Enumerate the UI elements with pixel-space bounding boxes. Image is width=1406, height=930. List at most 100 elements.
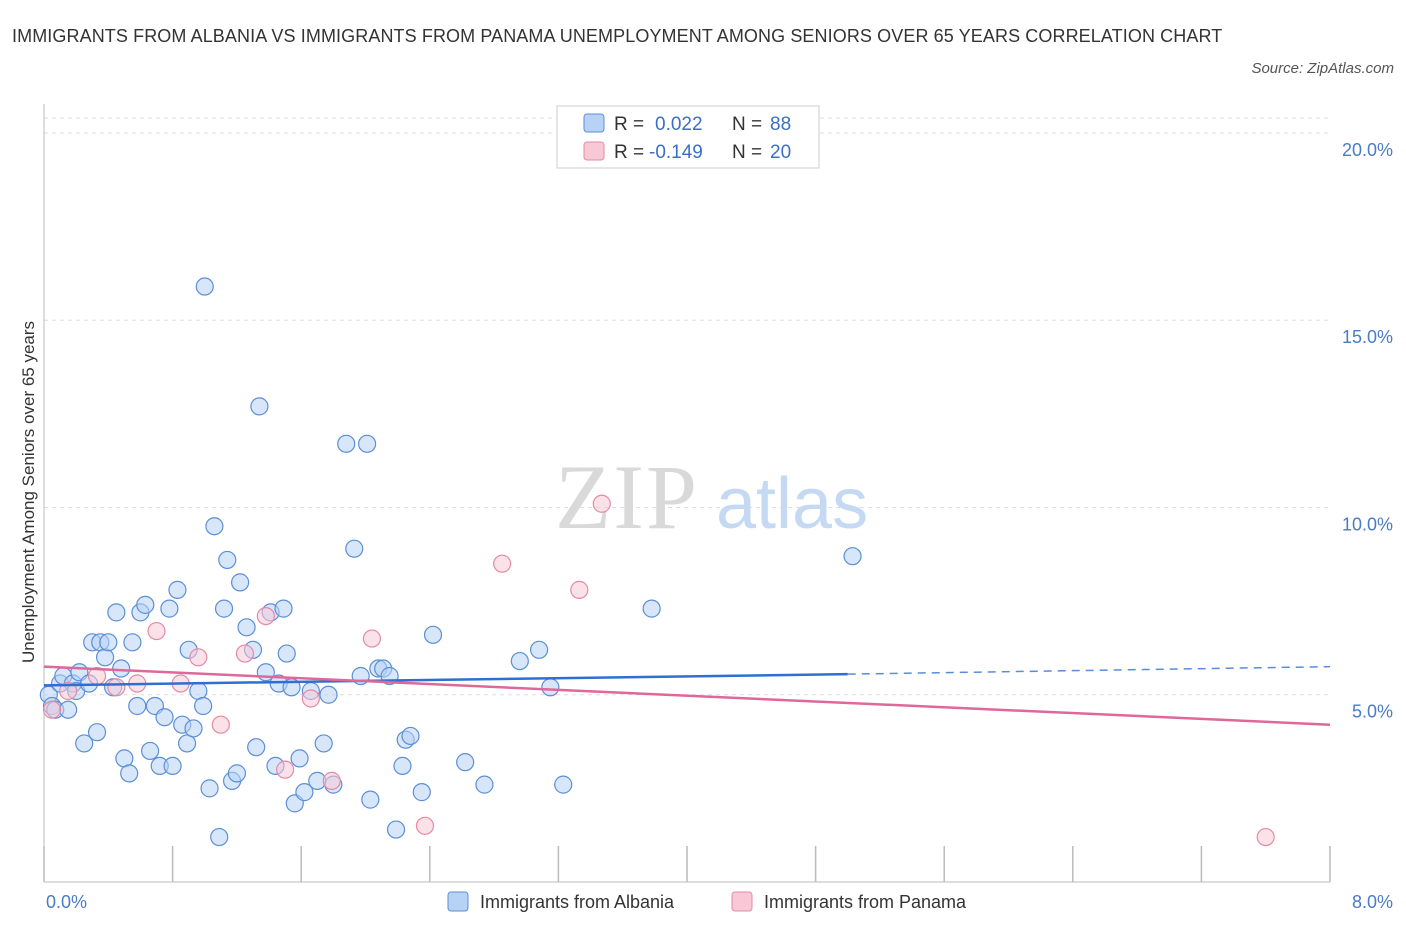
albania-point-77: [401, 726, 420, 746]
panama-point-12: [301, 689, 320, 708]
albania-point-12: [87, 723, 107, 742]
albania-point-66: [337, 434, 356, 453]
panama-point-8: [211, 715, 230, 734]
y-tick-label-2: 15.0%: [1342, 327, 1393, 347]
albania-points: [39, 277, 862, 847]
panama-point-16: [493, 554, 512, 573]
panama-point-3: [107, 678, 126, 697]
albania-point-60: [295, 783, 314, 802]
albania-point-49: [247, 738, 266, 757]
albania-point-30: [163, 756, 182, 776]
albania-point-15: [99, 633, 118, 652]
albania-point-82: [510, 651, 529, 671]
trend-lines: [43, 665, 1331, 726]
legend-r-value-panama: -0.149: [649, 142, 703, 163]
albania-point-20: [120, 764, 139, 783]
albania-point-9: [75, 734, 94, 753]
series-legend-label-albania: Immigrants from Albania: [480, 892, 675, 912]
albania-point-56: [277, 644, 296, 663]
legend-n-label-panama: N =: [732, 142, 762, 163]
albania-point-38: [195, 277, 214, 296]
albania-point-21: [123, 633, 142, 652]
albania-point-64: [319, 685, 338, 704]
albania-point-50: [250, 397, 269, 416]
y-tick-label-1: 10.0%: [1342, 514, 1393, 534]
chart-title: IMMIGRANTS FROM ALBANIA VS IMMIGRANTS FR…: [12, 26, 1223, 46]
albania-point-18: [112, 659, 131, 678]
albania-point-37: [194, 696, 213, 716]
albania-point-43: [218, 550, 237, 570]
y-tick-label-3: 20.0%: [1342, 140, 1393, 160]
panama-point-19: [1256, 827, 1275, 847]
albania-point-24: [136, 595, 155, 614]
albania-point-81: [475, 775, 494, 794]
legend-n-value-albania: 88: [770, 114, 791, 135]
albania-point-45: [227, 764, 246, 783]
panama-point-0: [42, 700, 62, 719]
albania-point-31: [168, 580, 187, 599]
albania-point-17: [107, 603, 126, 622]
panama-point-9: [235, 644, 255, 663]
series-legend-swatch-albania: [447, 891, 469, 912]
albania-point-80: [456, 753, 475, 772]
series-legend-swatch-panama: [731, 891, 753, 912]
panama-point-18: [592, 494, 611, 513]
albania-point-63: [314, 734, 333, 753]
albania-point-41: [210, 827, 229, 847]
legend-r-label-panama: R =: [614, 142, 644, 163]
albania-point-74: [386, 820, 406, 839]
albania-trend-line: [43, 672, 848, 687]
albania-trend-extension: [847, 665, 1331, 675]
albania-point-22: [128, 696, 147, 716]
albania-point-83: [530, 640, 549, 659]
panama-point-10: [256, 606, 275, 626]
panama-points: [42, 494, 1275, 847]
albania-point-36: [189, 681, 208, 701]
panama-point-14: [362, 629, 382, 648]
albania-point-46: [231, 573, 250, 592]
y-tick-label-0: 5.0%: [1352, 702, 1393, 722]
legend-n-label-albania: N =: [732, 114, 762, 135]
panama-point-15: [415, 816, 435, 835]
albania-point-40: [205, 517, 224, 536]
albania-point-25: [140, 741, 160, 761]
albania-point-87: [843, 547, 862, 566]
panama-point-11: [276, 760, 295, 779]
x-tick-label-1: 8.0%: [1352, 892, 1393, 912]
series-legend: Immigrants from Albania Immigrants from …: [447, 891, 967, 912]
legend-swatch-albania: [583, 113, 605, 133]
axes: [43, 104, 1331, 883]
legend-n-value-panama: 20: [770, 142, 791, 163]
series-legend-label-panama: Immigrants from Panama: [764, 892, 967, 912]
albania-point-29: [160, 599, 179, 618]
albania-point-35: [184, 719, 203, 738]
albania-point-19: [115, 749, 134, 768]
albania-point-33: [177, 734, 197, 753]
albania-point-55: [274, 599, 293, 618]
panama-point-1: [59, 681, 78, 701]
albania-point-84: [541, 678, 560, 697]
albania-point-28: [155, 708, 174, 727]
legend-r-value-albania: 0.022: [655, 114, 703, 135]
panama-point-17: [570, 580, 589, 599]
albania-point-70: [361, 790, 380, 809]
panama-point-5: [147, 621, 166, 641]
albania-point-59: [290, 749, 309, 768]
albania-point-69: [358, 434, 377, 453]
albania-point-42: [214, 599, 234, 618]
albania-point-39: [200, 779, 219, 798]
legend-r-label-albania: R =: [614, 114, 644, 135]
correlation-legend: R = 0.022 N = 88 R = -0.149 N = 20: [556, 105, 820, 169]
albania-point-67: [345, 539, 364, 558]
albania-point-47: [237, 618, 256, 637]
x-tick-label-0: 0.0%: [46, 892, 87, 912]
legend-swatch-panama: [583, 141, 605, 161]
panama-trend-line: [43, 665, 1331, 726]
watermark-atlas: atlas: [716, 464, 868, 544]
albania-point-86: [642, 599, 661, 618]
gridlines: [44, 117, 1330, 696]
albania-point-85: [554, 775, 573, 794]
panama-point-13: [322, 771, 341, 790]
albania-point-5: [59, 700, 78, 719]
